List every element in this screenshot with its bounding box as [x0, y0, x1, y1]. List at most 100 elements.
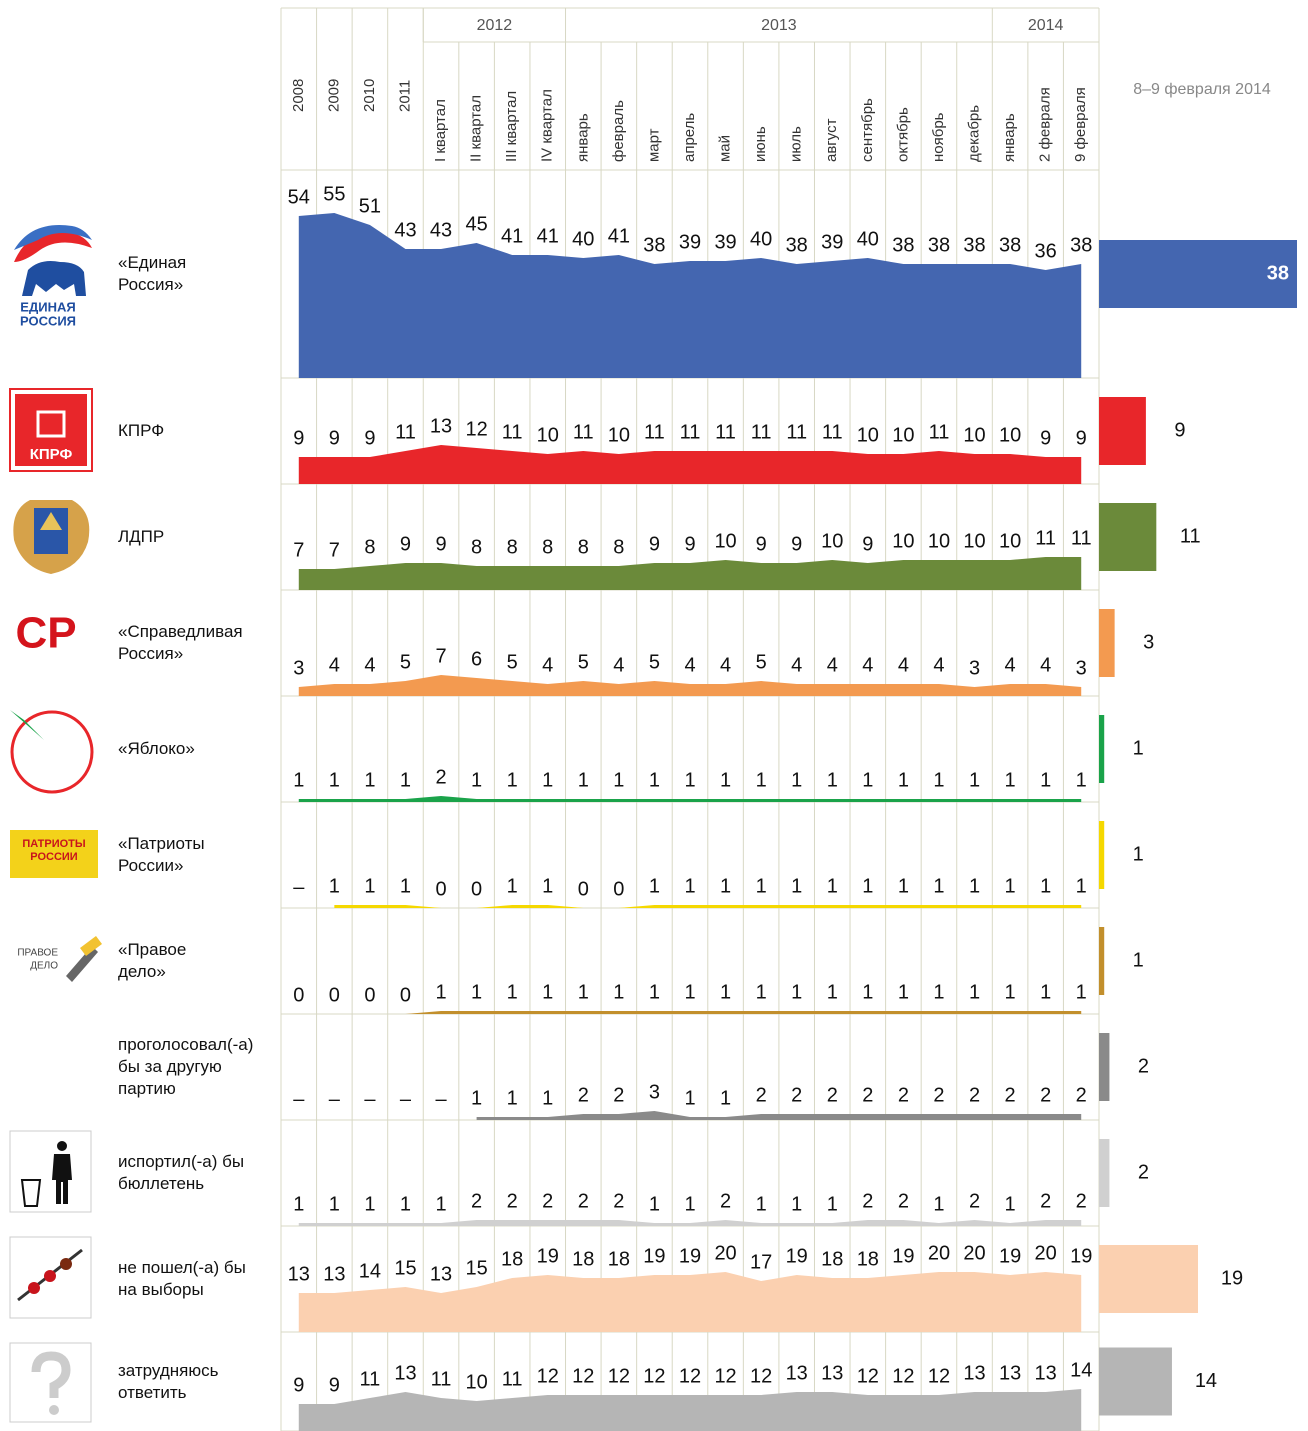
data-label: 1	[862, 875, 873, 897]
data-label: 2	[827, 1084, 838, 1106]
data-label: 1	[1040, 981, 1051, 1003]
data-label: 55	[323, 183, 345, 205]
data-label: 1	[293, 1193, 304, 1215]
data-label: 3	[649, 1081, 660, 1103]
data-label: 4	[1040, 654, 1051, 676]
data-label: 11	[360, 1368, 381, 1390]
data-label: 8	[364, 536, 375, 558]
data-label: 1	[720, 981, 731, 1003]
column-label: февраль	[610, 100, 627, 162]
area	[299, 557, 1081, 590]
data-label: 12	[679, 1365, 701, 1387]
data-label: 1	[293, 769, 304, 791]
data-label: 18	[857, 1248, 879, 1270]
data-label: 1	[1005, 769, 1016, 791]
series-name: КПРФ	[118, 391, 283, 471]
data-label: 18	[608, 1248, 630, 1270]
data-label: 38	[928, 234, 950, 256]
data-label: 1	[791, 875, 802, 897]
data-label: 11	[822, 421, 843, 443]
series-name: «Патриоты России»	[118, 815, 283, 895]
series-name: ЛДПР	[118, 497, 283, 577]
logo-er: ЕДИНАЯ РОССИЯ	[14, 225, 92, 328]
year-label: 2013	[761, 17, 797, 34]
data-label: 38	[1070, 234, 1092, 256]
column-label: сентябрь	[859, 98, 876, 162]
column-label: IV квартал	[539, 89, 556, 162]
series-name: «Единая Россия»	[118, 234, 283, 314]
data-label: 14	[1070, 1359, 1092, 1381]
data-label: –	[364, 1088, 376, 1110]
data-label: 1	[1076, 875, 1087, 897]
data-label: 1	[364, 875, 375, 897]
data-label: 1	[684, 1193, 695, 1215]
data-label: 1	[933, 875, 944, 897]
latest-label: 2	[1138, 1055, 1149, 1077]
latest-label: 14	[1195, 1370, 1217, 1392]
data-label: 1	[1005, 875, 1016, 897]
data-label: 8	[507, 536, 518, 558]
data-label: 10	[963, 530, 985, 552]
data-label: 2	[791, 1084, 802, 1106]
data-label: 9	[435, 533, 446, 555]
data-label: 38	[999, 234, 1021, 256]
data-label: 4	[542, 654, 553, 676]
column-label: январь	[574, 113, 591, 162]
data-label: 18	[501, 1248, 523, 1270]
data-label: 11	[929, 421, 950, 443]
data-label: 1	[471, 981, 482, 1003]
data-label: 12	[750, 1365, 772, 1387]
data-label: 19	[786, 1245, 808, 1267]
data-label: 10	[857, 424, 879, 446]
data-label: 2	[969, 1190, 980, 1212]
data-label: 2	[898, 1084, 909, 1106]
data-label: –	[329, 1088, 341, 1110]
data-label: 6	[471, 648, 482, 670]
data-label: 20	[963, 1242, 985, 1264]
year-label: 2014	[1028, 17, 1064, 34]
data-label: 41	[608, 225, 630, 247]
data-label: 1	[364, 1193, 375, 1215]
data-label: 19	[679, 1245, 701, 1267]
data-label: 1	[364, 769, 375, 791]
latest-bar	[1099, 503, 1156, 571]
column-label: октябрь	[894, 107, 911, 162]
data-label: 12	[537, 1365, 559, 1387]
data-label: 2	[720, 1190, 731, 1212]
data-label: 0	[364, 984, 375, 1006]
data-label: 12	[928, 1365, 950, 1387]
data-label: 8	[578, 536, 589, 558]
data-label: 1	[720, 875, 731, 897]
data-label: 1	[649, 981, 660, 1003]
data-label: 43	[394, 219, 416, 241]
data-label: 5	[507, 651, 518, 673]
data-label: 1	[684, 981, 695, 1003]
data-label: 9	[400, 533, 411, 555]
data-label: 1	[1040, 769, 1051, 791]
column-label: I квартал	[432, 99, 449, 162]
data-label: 13	[430, 415, 452, 437]
logo-pravoe-delo: ПРАВОЕ ДЕЛО	[17, 936, 102, 982]
data-label: 2	[613, 1084, 624, 1106]
data-label: 13	[1035, 1362, 1057, 1384]
data-label: 1	[578, 981, 589, 1003]
logo-text: ДЕЛО	[30, 961, 58, 972]
data-label: 5	[578, 651, 589, 673]
data-label: 9	[649, 533, 660, 555]
data-label: 5	[756, 651, 767, 673]
data-label: 13	[288, 1263, 310, 1285]
data-label: 43	[430, 219, 452, 241]
data-label: 1	[1005, 1193, 1016, 1215]
data-label: 9	[364, 427, 375, 449]
logo-text: РОССИИ	[30, 851, 78, 863]
latest-label: 9	[1174, 419, 1185, 441]
data-label: 39	[714, 231, 736, 253]
column-label: август	[823, 118, 840, 162]
data-label: 2	[613, 1190, 624, 1212]
data-label: 1	[542, 981, 553, 1003]
data-label: 2	[1076, 1190, 1087, 1212]
data-label: 1	[898, 981, 909, 1003]
data-label: 4	[720, 654, 731, 676]
data-label: 4	[329, 654, 340, 676]
data-label: 12	[465, 418, 487, 440]
